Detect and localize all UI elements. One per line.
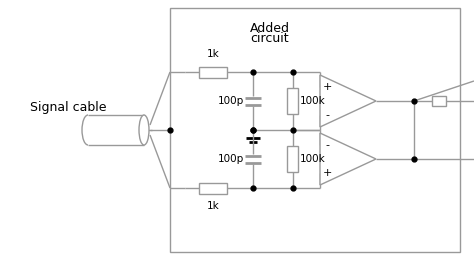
Text: 1k: 1k (207, 49, 219, 59)
Ellipse shape (139, 115, 149, 145)
Bar (432, 96, 446, 106)
Polygon shape (320, 75, 376, 127)
Text: 1k: 1k (207, 201, 219, 211)
Text: circuit: circuit (251, 32, 289, 45)
Bar (170, 8, 460, 252)
Text: 100k: 100k (300, 154, 326, 164)
Text: Added: Added (250, 22, 290, 35)
Polygon shape (320, 133, 376, 185)
Text: -: - (325, 110, 329, 120)
Bar (199, 67, 227, 77)
Bar (288, 146, 299, 172)
Text: +: + (322, 82, 332, 92)
Bar (288, 88, 299, 114)
Text: 100p: 100p (218, 96, 244, 106)
Text: 100p: 100p (218, 154, 244, 164)
Text: +: + (322, 168, 332, 178)
Text: -: - (325, 140, 329, 150)
Bar (199, 183, 227, 193)
Text: Signal cable: Signal cable (30, 101, 106, 114)
Text: 100k: 100k (300, 96, 326, 106)
